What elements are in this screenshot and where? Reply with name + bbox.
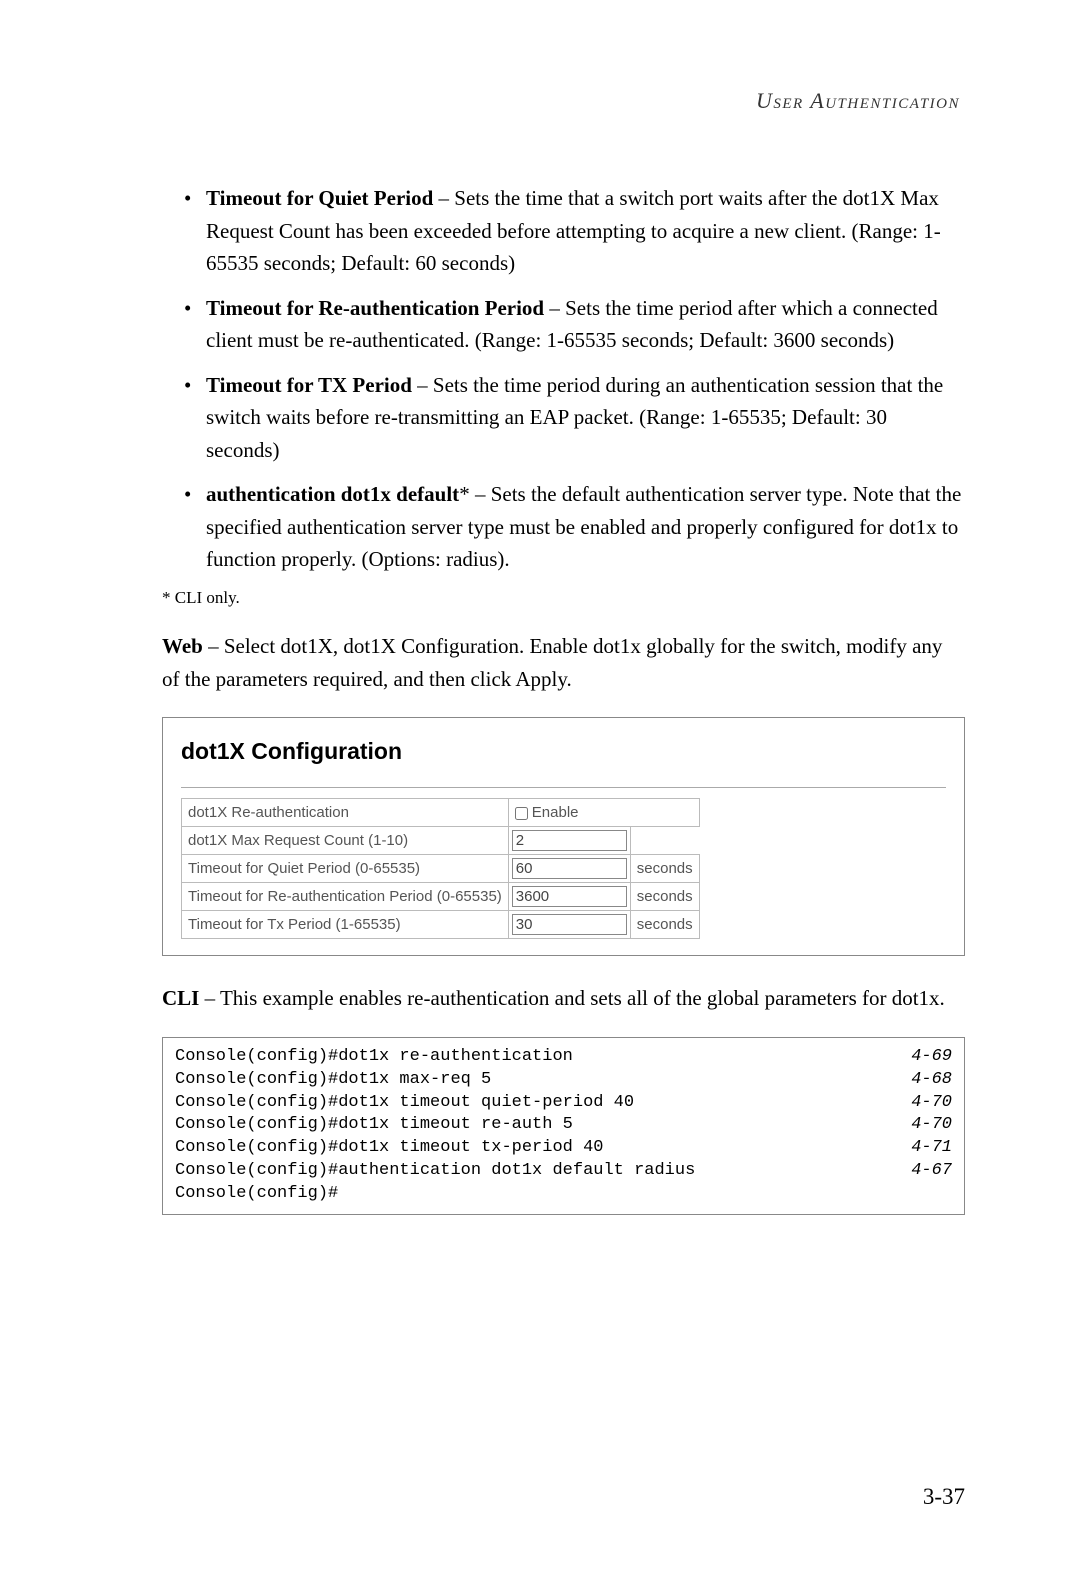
cli-prefix: CLI bbox=[162, 986, 199, 1010]
cli-ref: 4-70 bbox=[911, 1092, 952, 1115]
cli-cmd: Console(config)#dot1x timeout tx-period … bbox=[175, 1137, 603, 1160]
bullet-title: authentication dot1x default bbox=[206, 482, 459, 506]
quiet-period-input[interactable] bbox=[512, 858, 627, 879]
footnote: * CLI only. bbox=[162, 588, 965, 608]
field-label: Timeout for Re-authentication Period (0-… bbox=[182, 883, 509, 911]
bullet-item: Timeout for TX Period – Sets the time pe… bbox=[184, 369, 965, 467]
web-text: – Select dot1X, dot1X Configuration. Ena… bbox=[162, 634, 942, 691]
bullet-title: Timeout for TX Period bbox=[206, 373, 412, 397]
cli-cmd: Console(config)#dot1x timeout re-auth 5 bbox=[175, 1114, 573, 1137]
unit-cell: seconds bbox=[630, 855, 699, 883]
table-row: Timeout for Re-authentication Period (0-… bbox=[182, 883, 700, 911]
field-label: dot1X Max Request Count (1-10) bbox=[182, 827, 509, 855]
bullet-title: Timeout for Quiet Period bbox=[206, 186, 433, 210]
web-paragraph: Web – Select dot1X, dot1X Configuration.… bbox=[162, 630, 965, 695]
cli-cmd: Console(config)#dot1x re-authentication bbox=[175, 1046, 573, 1069]
bullet-item: authentication dot1x default* – Sets the… bbox=[184, 478, 965, 576]
bullet-list: Timeout for Quiet Period – Sets the time… bbox=[162, 182, 965, 576]
reauth-checkbox[interactable] bbox=[515, 807, 528, 820]
cli-ref: 4-68 bbox=[911, 1069, 952, 1092]
cli-line: Console(config)# bbox=[175, 1183, 952, 1206]
tx-period-input[interactable] bbox=[512, 914, 627, 935]
input-cell bbox=[508, 827, 630, 855]
bullet-item: Timeout for Quiet Period – Sets the time… bbox=[184, 182, 965, 280]
page-number: 3-37 bbox=[923, 1484, 965, 1510]
cli-line: Console(config)#dot1x timeout tx-period … bbox=[175, 1137, 952, 1160]
panel-title: dot1X Configuration bbox=[181, 738, 946, 788]
cli-line: Console(config)#dot1x timeout quiet-peri… bbox=[175, 1092, 952, 1115]
field-label: dot1X Re-authentication bbox=[182, 799, 509, 827]
cli-cmd: Console(config)#dot1x timeout quiet-peri… bbox=[175, 1092, 634, 1115]
cli-line: Console(config)#dot1x timeout re-auth 5 4… bbox=[175, 1114, 952, 1137]
field-label: Timeout for Quiet Period (0-65535) bbox=[182, 855, 509, 883]
table-row: dot1X Max Request Count (1-10) bbox=[182, 827, 700, 855]
unit-cell bbox=[630, 827, 699, 855]
cli-ref: 4-71 bbox=[911, 1137, 952, 1160]
cli-ref: 4-69 bbox=[911, 1046, 952, 1069]
max-request-input[interactable] bbox=[512, 830, 627, 851]
unit-cell: seconds bbox=[630, 883, 699, 911]
checkbox-label: Enable bbox=[532, 804, 579, 821]
input-cell bbox=[508, 911, 630, 939]
cli-cmd: Console(config)#dot1x max-req 5 bbox=[175, 1069, 491, 1092]
input-cell bbox=[508, 855, 630, 883]
table-row: dot1X Re-authentication Enable bbox=[182, 799, 700, 827]
bullet-item: Timeout for Re-authentication Period – S… bbox=[184, 292, 965, 357]
cli-box: Console(config)#dot1x re-authentication 4… bbox=[162, 1037, 965, 1216]
config-panel: dot1X Configuration dot1X Re-authenticat… bbox=[162, 717, 965, 956]
input-cell bbox=[508, 883, 630, 911]
cli-ref: 4-67 bbox=[911, 1160, 952, 1183]
cli-ref: 4-70 bbox=[911, 1114, 952, 1137]
table-row: Timeout for Quiet Period (0-65535) secon… bbox=[182, 855, 700, 883]
cli-line: Console(config)#dot1x re-authentication 4… bbox=[175, 1046, 952, 1069]
reauth-period-input[interactable] bbox=[512, 886, 627, 907]
field-label: Timeout for Tx Period (1-65535) bbox=[182, 911, 509, 939]
config-table: dot1X Re-authentication Enable dot1X Max… bbox=[181, 798, 700, 939]
cli-paragraph: CLI – This example enables re-authentica… bbox=[162, 982, 965, 1015]
cli-text: – This example enables re-authentication… bbox=[199, 986, 944, 1010]
page-header: User Authentication bbox=[162, 88, 965, 114]
cli-line: Console(config)#authentication dot1x def… bbox=[175, 1160, 952, 1183]
cli-cmd: Console(config)# bbox=[175, 1183, 338, 1206]
cli-cmd: Console(config)#authentication dot1x def… bbox=[175, 1160, 695, 1183]
cli-line: Console(config)#dot1x max-req 5 4-68 bbox=[175, 1069, 952, 1092]
bullet-title: Timeout for Re-authentication Period bbox=[206, 296, 544, 320]
table-row: Timeout for Tx Period (1-65535) seconds bbox=[182, 911, 700, 939]
web-prefix: Web bbox=[162, 634, 203, 658]
unit-cell: seconds bbox=[630, 911, 699, 939]
checkbox-cell: Enable bbox=[508, 799, 699, 827]
